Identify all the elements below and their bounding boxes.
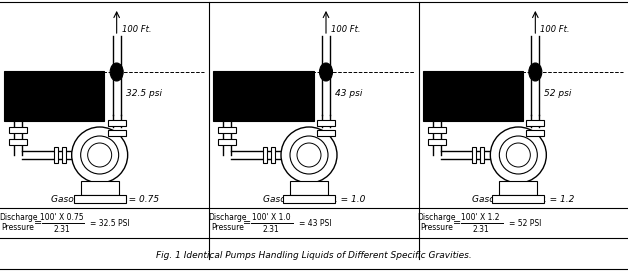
Text: Discharge: Discharge [208, 214, 247, 222]
Circle shape [80, 136, 119, 174]
Bar [107, 120, 126, 126]
Bar [80, 181, 119, 195]
Text: Pressure: Pressure [211, 224, 244, 233]
Bar [428, 127, 446, 133]
Ellipse shape [320, 63, 332, 81]
Circle shape [290, 136, 328, 174]
Text: 100 Ft.: 100 Ft. [540, 25, 570, 34]
Text: Discharge: Discharge [418, 214, 456, 222]
Circle shape [297, 143, 321, 167]
Bar [492, 195, 544, 203]
Circle shape [72, 127, 127, 183]
Bar [499, 181, 538, 195]
Ellipse shape [529, 63, 542, 81]
Circle shape [88, 143, 112, 167]
Bar [283, 195, 335, 203]
Text: =: = [453, 218, 461, 228]
Bar [4, 71, 104, 121]
Text: 100 Ft.: 100 Ft. [122, 25, 151, 34]
Bar [526, 130, 544, 136]
Bar [423, 71, 523, 121]
Bar [219, 127, 236, 133]
Bar [9, 139, 27, 145]
Bar [428, 139, 446, 145]
Text: Gasoline, Sp. Gr. = 1.0: Gasoline, Sp. Gr. = 1.0 [263, 195, 365, 205]
Text: Pressure: Pressure [1, 224, 35, 233]
Text: Fig. 1 Identical Pumps Handling Liquids of Different Specific Gravities.: Fig. 1 Identical Pumps Handling Liquids … [156, 250, 472, 260]
Text: 52 psi: 52 psi [544, 89, 571, 98]
Bar [480, 147, 484, 163]
Bar [317, 120, 335, 126]
Text: =: = [34, 218, 42, 228]
Bar [73, 195, 126, 203]
Text: 2.31: 2.31 [263, 224, 279, 234]
Text: Gasoline, Sp. Gr. = 0.75: Gasoline, Sp. Gr. = 0.75 [51, 195, 159, 205]
Circle shape [506, 143, 530, 167]
Text: 2.31: 2.31 [53, 224, 70, 234]
Circle shape [499, 136, 538, 174]
Text: Discharge: Discharge [0, 214, 37, 222]
Text: 2.31: 2.31 [472, 224, 489, 234]
Bar [107, 130, 126, 136]
Bar [472, 147, 476, 163]
Bar [290, 181, 328, 195]
Circle shape [281, 127, 337, 183]
Bar [271, 147, 275, 163]
Text: 100' X 1.0: 100' X 1.0 [252, 212, 291, 221]
Bar [214, 71, 314, 121]
Bar [317, 130, 335, 136]
Bar [526, 120, 544, 126]
Text: Pressure: Pressure [420, 224, 453, 233]
Bar [53, 147, 58, 163]
Text: 100' X 1.2: 100' X 1.2 [462, 212, 500, 221]
Text: 43 psi: 43 psi [335, 89, 362, 98]
Text: Gasoline, Sp. Gr. = 1.2: Gasoline, Sp. Gr. = 1.2 [472, 195, 575, 205]
Bar [219, 139, 236, 145]
Bar [9, 127, 27, 133]
Text: 32.5 psi: 32.5 psi [126, 89, 161, 98]
Circle shape [490, 127, 546, 183]
Text: = 52 PSI: = 52 PSI [509, 218, 541, 227]
Text: 100' X 0.75: 100' X 0.75 [40, 212, 84, 221]
Bar [62, 147, 66, 163]
Text: = 32.5 PSI: = 32.5 PSI [90, 218, 129, 227]
Bar [263, 147, 267, 163]
Text: = 43 PSI: = 43 PSI [300, 218, 332, 227]
Text: =: = [243, 218, 251, 228]
Ellipse shape [110, 63, 123, 81]
Text: 100 Ft.: 100 Ft. [331, 25, 360, 34]
